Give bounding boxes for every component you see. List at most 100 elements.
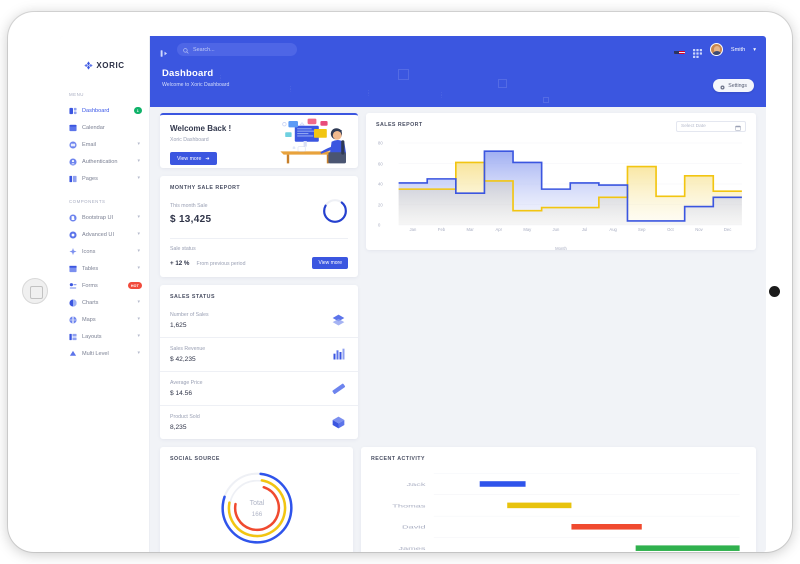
social-source-card: SOCIAL SOURCE Total 166	[160, 447, 353, 552]
sidebar-item-email[interactable]: Email ▾	[60, 136, 149, 153]
chevron-down-icon[interactable]: ▾	[137, 299, 140, 305]
sidebar-item-pages[interactable]: Pages ▾	[60, 170, 149, 187]
sidebar-item-bootstrap-ui[interactable]: Bootstrap UI ▾	[60, 209, 149, 226]
welcome-subtitle: Xoric Dashboard	[170, 137, 209, 143]
home-button[interactable]	[22, 278, 48, 304]
user-name[interactable]: Smith	[730, 46, 746, 53]
chevron-down-icon[interactable]: ▾	[137, 333, 140, 339]
sales-report-title: SALES REPORT	[376, 122, 423, 128]
sidebar-item-label: Icons	[82, 248, 96, 255]
sidebar-item-layouts[interactable]: Layouts ▾	[60, 328, 149, 345]
pages-icon	[69, 175, 77, 183]
chevron-down-icon[interactable]: ▾	[137, 231, 140, 237]
welcome-title: Welcome Back !	[170, 124, 232, 133]
sidebar-item-forms[interactable]: Forms HOT	[60, 277, 149, 294]
sidebar-item-label: Calendar	[82, 124, 105, 131]
sidebar-item-label: Multi Level	[82, 350, 109, 357]
svg-text:Thomas: Thomas	[392, 503, 426, 509]
us-flag-icon[interactable]	[673, 46, 685, 54]
sidebar-item-label: Authentication	[82, 158, 118, 165]
x-tick: Jun	[552, 227, 560, 232]
monthly-metric-label: This month Sale	[170, 202, 208, 209]
apps-grid-icon[interactable]	[692, 45, 702, 58]
sales-status-title: SALES STATUS	[170, 294, 215, 300]
sidebar-item-advanced-ui[interactable]: Advanced UI ▾	[60, 226, 149, 243]
sidebar-item-maps[interactable]: Maps ▾	[60, 311, 149, 328]
recent-activity-title: RECENT ACTIVITY	[371, 456, 425, 462]
x-tick: Dec	[723, 227, 732, 232]
deco-dots-4: ::	[441, 91, 443, 100]
x-tick: May	[523, 227, 532, 232]
settings-button[interactable]: Settings	[713, 79, 754, 92]
bar-chart-icon	[331, 347, 346, 362]
sales-report-chart: 0 20 40 60 80 Jan Feb Mar Apr May Jun Jul Aug Sep Oct N…	[376, 139, 746, 239]
sidebar: XORIC MENU Dashboard 1 Calendar Email ▾ Authe…	[60, 36, 150, 552]
welcome-card: Welcome Back ! Xoric Dashboard View more…	[160, 113, 358, 168]
search-input[interactable]	[177, 43, 297, 56]
sidebar-collapse-icon[interactable]	[160, 45, 169, 57]
sidebar-item-icons[interactable]: Icons ▾	[60, 243, 149, 260]
chevron-down-icon[interactable]: ▾	[137, 214, 140, 220]
chevron-down-icon[interactable]: ▾	[753, 46, 756, 53]
y-tick: 40	[378, 181, 383, 187]
email-icon	[69, 140, 77, 149]
welcome-view-more-button[interactable]: View more ➜	[170, 152, 217, 165]
avatar[interactable]	[709, 43, 723, 56]
monthly-view-more-button[interactable]: View more	[312, 257, 348, 269]
sidebar-item-dashboard[interactable]: Dashboard 1	[60, 102, 149, 119]
box-icon	[331, 415, 346, 430]
sidebar-item-tables[interactable]: Tables ▾	[60, 260, 149, 277]
chevron-down-icon[interactable]: ▾	[137, 248, 140, 254]
brand-logo[interactable]: XORIC	[60, 50, 149, 80]
chevron-down-icon[interactable]: ▾	[137, 265, 140, 271]
x-tick: Apr	[495, 227, 502, 232]
chevron-down-icon[interactable]: ▾	[137, 316, 140, 322]
dashboard-screen: XORIC MENU Dashboard 1 Calendar Email ▾ Authe…	[60, 36, 766, 552]
maps-icon	[69, 315, 77, 324]
select-date-placeholder: Select Date	[681, 124, 706, 129]
monthly-gauge	[322, 198, 348, 229]
deco-dots-3: ::	[368, 89, 370, 98]
chevron-down-icon[interactable]: ▾	[137, 158, 140, 164]
sidebar-item-calendar[interactable]: Calendar	[60, 119, 149, 136]
sidebar-badge: HOT	[127, 282, 142, 289]
sidebar-menu-list: Dashboard 1 Calendar Email ▾ Authentication ▾ P…	[60, 102, 149, 187]
calendar-icon	[735, 118, 741, 136]
sidebar-item-authentication[interactable]: Authentication ▾	[60, 153, 149, 170]
svg-text:166: 166	[251, 511, 262, 518]
sidebar-item-label: Charts	[82, 299, 99, 306]
monthly-metric-value: $ 13,425	[170, 213, 212, 225]
svg-text:David: David	[402, 524, 425, 530]
settings-label: Settings	[728, 82, 747, 89]
brand-name: XORIC	[96, 60, 125, 70]
svg-text:James: James	[398, 546, 426, 552]
select-date-input[interactable]: Select Date	[676, 121, 746, 132]
multilevel-icon	[69, 350, 77, 358]
sales-status-item-value: $ 14.56	[170, 390, 192, 397]
x-tick: Nov	[695, 227, 703, 232]
sidebar-item-label: Layouts	[82, 333, 102, 340]
search-field[interactable]	[193, 46, 291, 53]
left-column: Welcome Back ! Xoric Dashboard View more…	[160, 113, 358, 439]
sidebar-item-multi-level[interactable]: Multi Level ▾	[60, 345, 149, 362]
chevron-down-icon[interactable]: ▾	[137, 350, 140, 356]
sidebar-item-label: Tables	[82, 265, 99, 272]
sidebar-item-charts[interactable]: Charts ▾	[60, 294, 149, 311]
chevron-down-icon[interactable]: ▾	[137, 175, 140, 181]
sidebar-item-label: Maps	[82, 316, 96, 323]
sidebar-item-label: Pages	[82, 175, 98, 182]
sidebar-item-label: Advanced UI	[82, 231, 115, 238]
sidebar-section-components: COMPONENTS	[69, 199, 106, 204]
y-tick: 20	[378, 202, 383, 207]
chevron-down-icon[interactable]: ▾	[137, 141, 140, 147]
sales-status-list: Number of Sales 1,625 Sales Revenue $ 42,23…	[160, 304, 358, 439]
x-tick: Oct	[667, 227, 674, 232]
main-area: Smith ▾ :: :: :: :: Dashboard Welcome to…	[150, 36, 766, 552]
topbar-right: Smith ▾	[673, 43, 756, 58]
middle-row: SOCIAL SOURCE Total 166	[160, 447, 756, 552]
sales-status-item-label: Number of Sales	[170, 312, 209, 318]
advanced-ui-icon	[69, 230, 77, 239]
x-axis-title: Month	[555, 246, 567, 251]
recent-activity-card: RECENT ACTIVITY JackThomasDavidJames31 D…	[361, 447, 756, 552]
icons-icon	[69, 247, 77, 256]
